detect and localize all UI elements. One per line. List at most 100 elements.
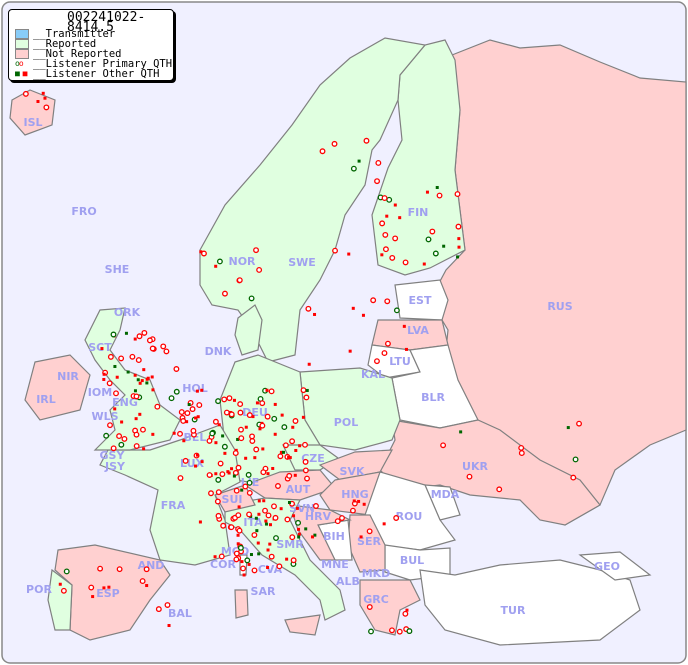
listener-other-marker: [133, 373, 137, 377]
country-label-isl: ISL: [23, 116, 42, 129]
listener-other-marker: [43, 96, 47, 100]
listener-other-marker: [352, 499, 356, 503]
listener-primary-marker: [572, 456, 579, 463]
legend-item-transmitter: __Transmitter: [15, 29, 115, 39]
listener-primary-marker: [381, 195, 388, 202]
listener-other-marker: [223, 451, 227, 455]
listener-primary-marker: [244, 557, 251, 564]
listener-primary-marker: [222, 290, 228, 297]
listener-other-marker: [240, 560, 244, 564]
listener-other-marker: [382, 522, 386, 526]
listener-primary-marker: [302, 441, 308, 448]
listener-primary-marker: [382, 246, 389, 253]
listener-primary-marker: [268, 553, 275, 560]
country-sicily: [284, 614, 321, 636]
listener-other-marker: [292, 514, 296, 518]
listener-other-marker: [247, 562, 251, 566]
country-hrv: [289, 504, 352, 561]
listener-other-marker: [244, 425, 248, 429]
country-label-smr: SMR: [276, 538, 304, 551]
listener-primary-marker: [300, 387, 307, 394]
listener-other-marker: [313, 312, 317, 316]
listener-primary-marker: [221, 396, 228, 403]
listener-primary-marker: [214, 498, 221, 505]
listener-primary-marker: [217, 460, 224, 467]
listener-primary-marker: [221, 443, 228, 450]
listener-other-marker: [357, 159, 361, 163]
country-label-jsy: JSY: [104, 460, 126, 473]
country-label-blr: BLR: [421, 391, 445, 404]
listener-primary-marker: [275, 483, 281, 489]
listener-primary-marker: [248, 295, 255, 302]
listener-other-marker: [313, 533, 317, 537]
country-label-mkd: MKD: [362, 567, 391, 580]
listener-other-marker: [459, 430, 463, 434]
listener-primary-marker: [370, 297, 377, 304]
listener-other-marker: [244, 456, 248, 460]
listener-other-marker: [226, 470, 230, 474]
listener-other-marker: [262, 499, 266, 503]
listener-other-marker: [217, 423, 221, 427]
country-fin: [371, 39, 466, 276]
listener-primary-marker: [271, 415, 278, 422]
listener-primary-marker: [496, 486, 503, 493]
country-label-fin: FIN: [408, 206, 429, 219]
country-label-svk: SVK: [340, 465, 365, 478]
legend-title: 002241022-8414.5: [67, 10, 146, 35]
country-label-ser: SER: [357, 535, 381, 548]
listener-other-marker: [195, 389, 199, 393]
country-fra: [99, 424, 241, 566]
listener-other-marker: [398, 216, 402, 220]
listener-primary-marker: [518, 450, 525, 457]
listener-other-marker: [351, 306, 355, 310]
country-label-dnk: DNK: [205, 345, 232, 358]
country-label-geo: GEO: [594, 560, 620, 573]
listener-primary-marker: [271, 503, 277, 510]
listener-primary-marker: [292, 418, 299, 424]
listener-primary-marker: [141, 329, 148, 336]
listener-other-marker: [435, 185, 439, 189]
listener-other-marker: [194, 416, 198, 420]
listener-primary-marker: [277, 453, 284, 460]
listener-other-marker: [134, 417, 138, 421]
listener-other-marker: [257, 499, 261, 503]
listener-primary-marker: [256, 267, 263, 273]
listener-primary-marker: [253, 247, 259, 254]
listener-primary-marker: [236, 277, 243, 284]
listener-primary-marker: [121, 435, 128, 442]
listener-other-marker: [287, 455, 291, 459]
listener-primary-marker: [303, 394, 310, 401]
listener-primary-marker: [392, 235, 399, 242]
listener-other-marker: [348, 349, 352, 353]
listener-other-marker: [273, 432, 277, 436]
country-label-ork: ORK: [114, 306, 141, 319]
listener-primary-marker: [402, 610, 409, 617]
listener-primary-marker: [436, 192, 443, 199]
listener-primary-marker: [113, 390, 119, 397]
country-label-nor: NOR: [228, 255, 256, 268]
listener-other-marker: [142, 447, 146, 451]
listener-other-marker: [138, 412, 142, 416]
listener-primary-marker: [232, 469, 239, 476]
country-dnk: [234, 304, 263, 356]
listener-other-marker: [442, 244, 446, 248]
listener-other-marker: [264, 522, 268, 526]
listener-other-marker: [457, 245, 461, 249]
listener-primary-marker: [190, 427, 197, 434]
listener-other-marker: [242, 573, 246, 577]
listener-other-marker: [198, 520, 202, 524]
listener-other-marker: [393, 203, 397, 207]
listener-primary-marker: [215, 398, 222, 405]
listener-primary-marker: [110, 331, 117, 338]
listener-primary-marker: [276, 563, 283, 570]
listener-primary-marker: [135, 357, 142, 364]
listener-other-marker: [279, 507, 283, 511]
country-label-est: EST: [409, 294, 432, 307]
listener-primary-marker: [182, 457, 189, 464]
listener-primary-marker: [178, 409, 185, 416]
country-label-kal: KAL: [361, 368, 385, 381]
country-irl: [24, 354, 91, 421]
listener-primary-marker: [118, 355, 125, 362]
country-label-lva: LVA: [407, 324, 429, 337]
